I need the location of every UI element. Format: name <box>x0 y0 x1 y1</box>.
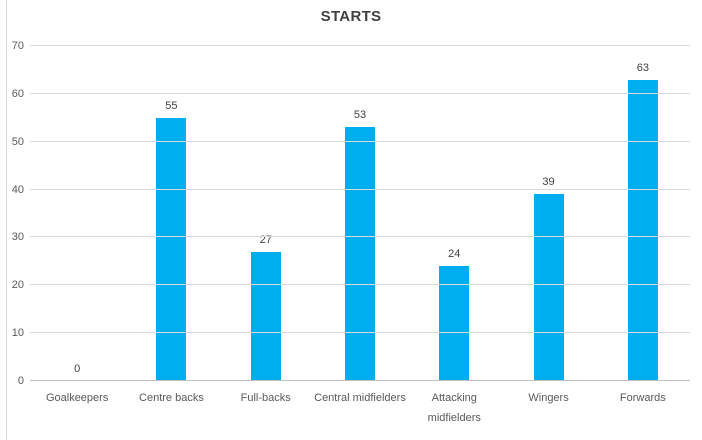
gridline <box>30 92 690 94</box>
data-label: 39 <box>542 176 555 189</box>
y-tick-label: 50 <box>11 135 24 148</box>
bar-column: 27 <box>219 46 313 381</box>
category-label: Forwards <box>619 392 666 404</box>
category-label: Centre backs <box>139 392 204 404</box>
gridline <box>30 332 690 334</box>
bar <box>627 79 658 381</box>
gridline <box>30 140 690 142</box>
category-label: Attacking midfielders <box>427 392 481 424</box>
y-tick-label: 10 <box>11 327 24 340</box>
x-axis: Goalkeepers Centre backs Full-backs Central… <box>30 388 690 428</box>
chart-border-left <box>6 0 7 440</box>
data-label: 53 <box>353 109 367 122</box>
bar <box>156 117 187 381</box>
data-label: 55 <box>165 99 178 112</box>
gridline <box>30 45 690 46</box>
category-label: Wingers <box>528 392 569 404</box>
bar <box>250 251 281 381</box>
gridline <box>30 188 690 190</box>
x-axis-line <box>30 380 690 381</box>
data-label: 0 <box>74 363 81 375</box>
category-label: Full-backs <box>240 392 291 404</box>
data-label: 24 <box>448 248 461 261</box>
bar-column: 53 <box>313 46 407 381</box>
bar-column: 39 <box>501 46 595 381</box>
category-label: Goalkeepers <box>45 392 109 404</box>
bar <box>533 194 564 381</box>
bar-column: 0 <box>30 46 124 381</box>
gridline <box>30 236 690 238</box>
chart-title: STARTS <box>320 8 382 25</box>
bar-column: 24 <box>407 46 501 381</box>
bar-series: 0 55 27 53 24 39 63 <box>30 46 690 381</box>
y-tick-label: 40 <box>11 183 24 196</box>
y-tick-label: 20 <box>11 279 24 292</box>
bar <box>439 266 470 381</box>
y-tick-label: 30 <box>11 231 24 244</box>
y-tick-label: 70 <box>11 40 24 52</box>
y-tick-label: 60 <box>11 87 24 100</box>
y-tick-label: 0 <box>17 375 24 387</box>
y-axis: 0 10 20 30 40 50 60 70 <box>0 40 24 387</box>
bar <box>344 127 375 381</box>
plot-area: 0 55 27 53 24 39 63 <box>30 45 690 381</box>
category-label: Central midfielders <box>314 392 406 404</box>
bar-column: 55 <box>124 46 218 381</box>
bar-column: 63 <box>596 46 690 381</box>
data-label: 63 <box>636 61 649 74</box>
gridline <box>30 284 690 286</box>
